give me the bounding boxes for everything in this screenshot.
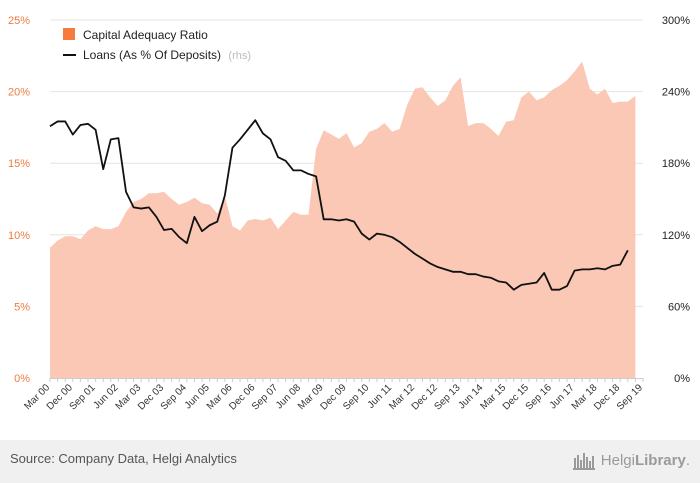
loans-line-layer xyxy=(49,119,629,291)
right-axis-ticks: 0% 60% 120% 180% 240% 300% xyxy=(662,15,690,385)
x-axis-tick-label: Sep 07 xyxy=(250,382,280,412)
x-axis-tick-label: Sep 10 xyxy=(341,382,371,412)
right-axis-tick-label: 240% xyxy=(662,87,690,99)
legend-label-loans-text: Loans (As % Of Deposits) xyxy=(83,48,221,62)
x-axis-tick-label: Sep 13 xyxy=(432,382,462,412)
legend-label-loans: Loans (As % Of Deposits) (rhs) xyxy=(83,48,251,62)
left-axis-tick-label: 15% xyxy=(8,158,30,170)
left-axis-tick-label: 20% xyxy=(8,87,30,99)
legend: Capital Adequacy Ratio Loans (As % Of De… xyxy=(63,28,251,62)
brand-name-regular: Helgi xyxy=(600,451,635,469)
legend-label-capital-adequacy: Capital Adequacy Ratio xyxy=(83,28,208,42)
right-axis-tick-label: 0% xyxy=(674,373,690,385)
left-axis-tick-label: 5% xyxy=(14,301,30,313)
brand-logo: HelgiLibrary. xyxy=(572,449,690,471)
left-axis-ticks: 0% 5% 10% 15% 20% 25% xyxy=(8,15,30,385)
x-axis-tick-label: Sep 16 xyxy=(524,382,554,412)
x-axis-tick-label: Sep 01 xyxy=(68,382,98,412)
x-axis-tick-label: Sep 19 xyxy=(615,382,645,412)
brand-name-bold: Library xyxy=(634,451,686,469)
right-axis-tick-label: 120% xyxy=(662,230,690,242)
right-axis-tick-label: 180% xyxy=(662,158,690,170)
left-axis-tick-label: 0% xyxy=(14,373,30,385)
left-axis-tick-label: 10% xyxy=(8,230,30,242)
library-icon xyxy=(572,453,595,470)
brand-name-suffix: . xyxy=(685,451,690,469)
left-axis-tick-label: 25% xyxy=(8,15,30,27)
brand-name: HelgiLibrary. xyxy=(601,452,690,469)
legend-swatch-capital-adequacy xyxy=(63,28,75,40)
footer: Source: Company Data, Helgi Analytics He… xyxy=(0,440,700,483)
x-axis-tick-label: Sep 04 xyxy=(159,382,189,412)
chart: 0% 5% 10% 15% 20% 25% 0% 60% 120% 180% 240% 300% M… xyxy=(8,15,690,413)
source-text: Source: Company Data, Helgi Analytics xyxy=(10,451,237,466)
loans-line xyxy=(49,119,629,291)
right-axis-tick-label: 60% xyxy=(668,301,690,313)
legend-label-loans-suffix: (rhs) xyxy=(228,50,251,62)
right-axis-tick-label: 300% xyxy=(662,15,690,27)
